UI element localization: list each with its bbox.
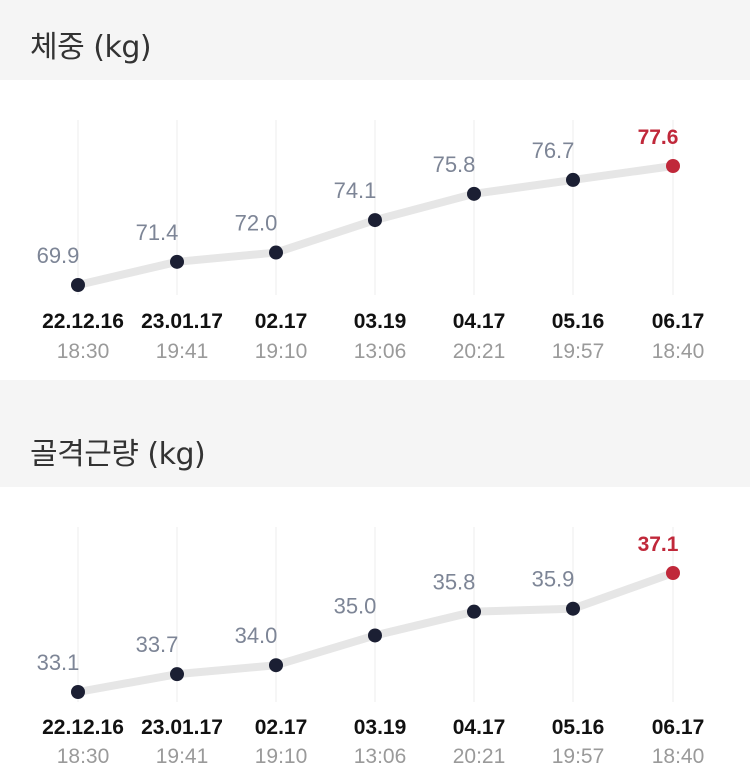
- x-date-label: 05.16: [552, 310, 605, 333]
- value-label: 35.8: [433, 570, 476, 595]
- data-point[interactable]: [170, 254, 184, 269]
- weight-section-title: 체중 (kg): [30, 30, 152, 65]
- x-date-label: 04.17: [453, 716, 506, 739]
- x-date-label: 03.19: [354, 716, 407, 739]
- weight-section-header: 체중 (kg): [0, 0, 750, 80]
- x-date-label: 03.19: [354, 310, 407, 333]
- muscle-chart-card: 33.1 22.12.16 18:30 33.7 23.01.17 19:41 34.0 02…: [0, 487, 750, 784]
- data-point[interactable]: [71, 685, 85, 699]
- x-time-label: 19:41: [156, 745, 209, 768]
- value-label: 35.0: [334, 593, 377, 618]
- data-point[interactable]: [269, 245, 283, 260]
- value-label: 76.7: [532, 138, 575, 163]
- x-date-label: 04.17: [453, 310, 506, 333]
- x-time-label: 18:40: [652, 745, 705, 768]
- x-time-label: 13:06: [354, 745, 407, 768]
- value-label: 34.0: [235, 623, 278, 648]
- latest-value-label: 37.1: [638, 533, 679, 556]
- latest-value-label: 77.6: [638, 126, 679, 149]
- weight-chart-card: 69.9 22.12.16 18:30 71.4 23.01.17 19:41 72.0 02…: [0, 80, 750, 380]
- data-point[interactable]: [368, 628, 382, 643]
- x-time-label: 18:40: [652, 340, 705, 363]
- value-label: 35.9: [532, 567, 575, 592]
- data-point[interactable]: [269, 658, 283, 673]
- x-time-label: 18:30: [57, 745, 110, 768]
- weight-line-chart: 69.9 22.12.16 18:30 71.4 23.01.17 19:41 72.0 02…: [37, 120, 705, 363]
- x-date-label: 22.12.16: [42, 716, 124, 739]
- data-point[interactable]: [467, 186, 481, 201]
- x-time-label: 19:57: [552, 745, 605, 768]
- x-date-label: 06.17: [652, 310, 705, 333]
- x-time-label: 19:10: [255, 745, 308, 768]
- muscle-section-title: 골격근량 (kg): [30, 437, 206, 472]
- value-label: 69.9: [37, 243, 80, 268]
- muscle-section-header: 골격근량 (kg): [0, 407, 750, 487]
- data-point[interactable]: [170, 667, 184, 682]
- x-time-label: 18:30: [57, 340, 110, 363]
- x-time-label: 20:21: [453, 340, 506, 363]
- x-date-label: 23.01.17: [141, 310, 223, 333]
- data-point[interactable]: [566, 601, 580, 616]
- x-date-label: 22.12.16: [42, 310, 124, 333]
- x-date-label: 06.17: [652, 716, 705, 739]
- data-point[interactable]: [566, 172, 580, 187]
- latest-data-point[interactable]: [666, 159, 680, 173]
- x-date-label: 05.16: [552, 716, 605, 739]
- latest-data-point[interactable]: [666, 566, 680, 580]
- muscle-line-chart: 33.1 22.12.16 18:30 33.7 23.01.17 19:41 34.0 02…: [37, 527, 705, 768]
- x-time-label: 19:10: [255, 340, 308, 363]
- value-label: 33.1: [37, 650, 80, 675]
- value-label: 74.1: [334, 178, 377, 203]
- x-date-label: 02.17: [255, 310, 308, 333]
- data-point[interactable]: [467, 604, 481, 619]
- value-label: 72.0: [235, 211, 278, 236]
- value-label: 75.8: [433, 152, 476, 177]
- x-time-label: 19:57: [552, 340, 605, 363]
- data-point[interactable]: [368, 213, 382, 228]
- x-time-label: 19:41: [156, 340, 209, 363]
- x-time-label: 13:06: [354, 340, 407, 363]
- x-date-label: 23.01.17: [141, 716, 223, 739]
- x-time-label: 20:21: [453, 745, 506, 768]
- data-point[interactable]: [71, 278, 85, 292]
- value-label: 33.7: [136, 632, 179, 657]
- x-date-label: 02.17: [255, 716, 308, 739]
- value-label: 71.4: [136, 220, 179, 245]
